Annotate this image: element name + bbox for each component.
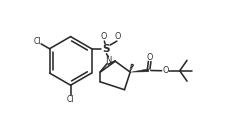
Text: S: S (102, 44, 110, 54)
Text: O: O (162, 66, 169, 75)
Text: O: O (101, 32, 107, 41)
Text: O: O (147, 53, 153, 62)
Polygon shape (131, 69, 149, 72)
Text: O: O (115, 32, 121, 41)
Text: N: N (105, 56, 112, 65)
Text: Cl: Cl (33, 37, 41, 46)
Text: Cl: Cl (67, 95, 74, 104)
